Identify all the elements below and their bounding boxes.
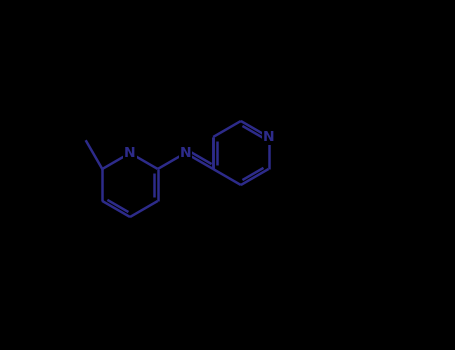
Text: N: N bbox=[124, 146, 136, 160]
Text: N: N bbox=[180, 146, 191, 160]
Text: N: N bbox=[263, 130, 274, 144]
